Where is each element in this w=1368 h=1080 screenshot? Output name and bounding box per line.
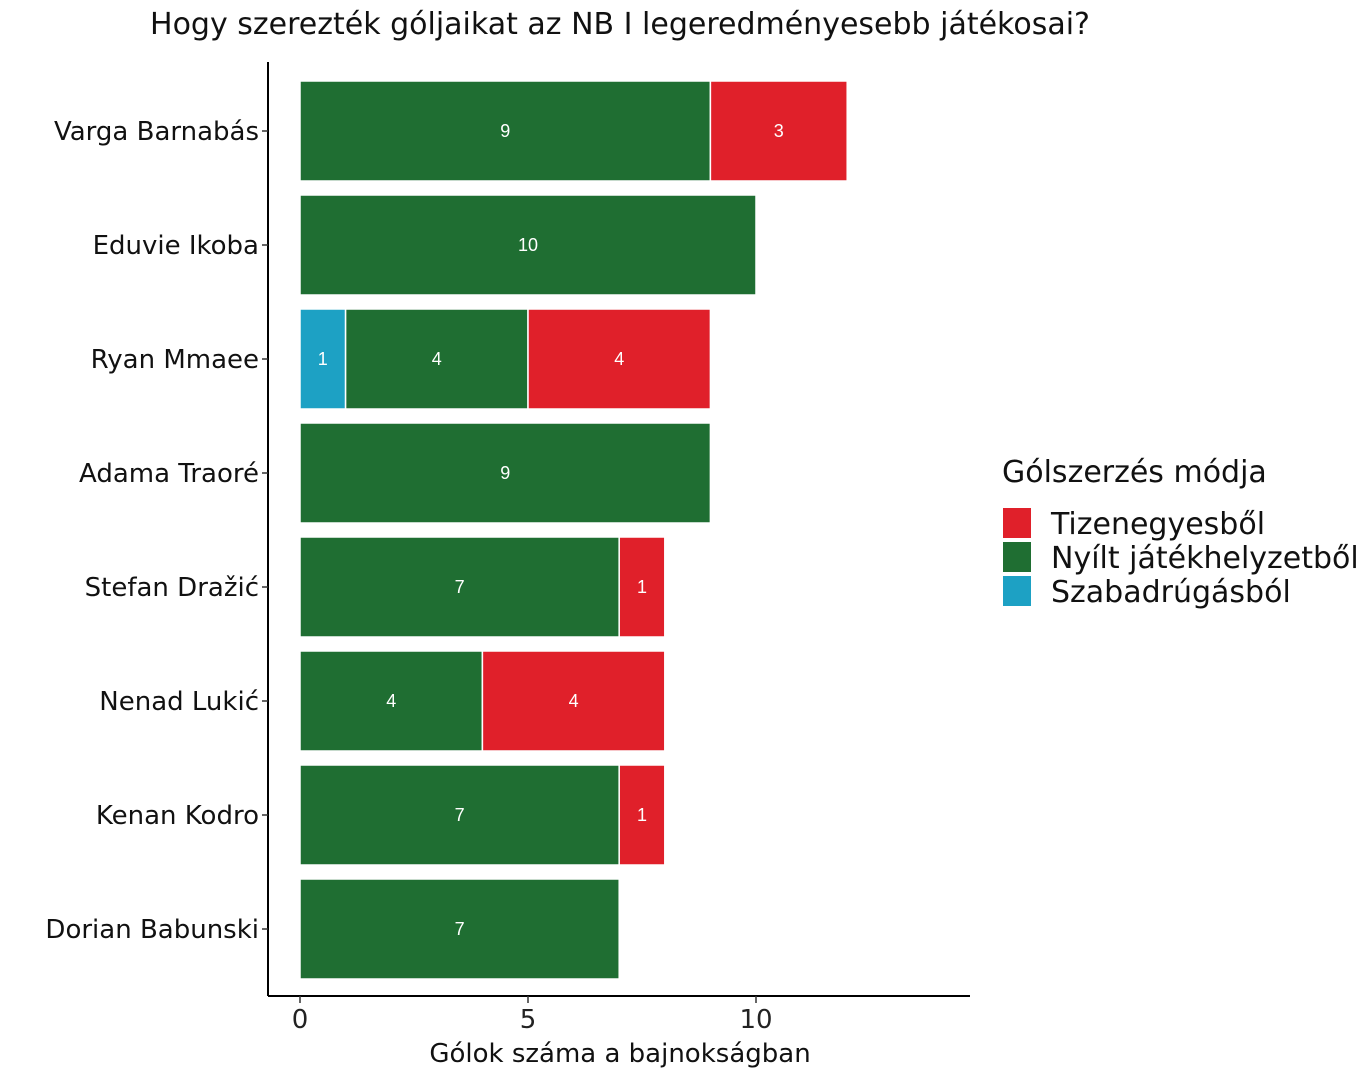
data-label: 3 [774, 121, 784, 141]
chart-title: Hogy szerezték góljaikat az NB I legered… [150, 7, 1090, 42]
x-tick-label: 5 [520, 1005, 537, 1035]
data-label: 9 [500, 121, 510, 141]
data-label: 4 [386, 691, 396, 711]
data-label: 4 [569, 691, 579, 711]
x-tick-label: 10 [739, 1005, 772, 1035]
bar-segment [299, 422, 712, 524]
data-label: 7 [455, 577, 465, 597]
legend-label: Szabadrúgásból [1051, 575, 1291, 610]
legend-swatch [1003, 576, 1031, 606]
x-tick-label: 0 [292, 1005, 309, 1035]
data-label: 7 [455, 805, 465, 825]
bar-segment [299, 80, 712, 182]
data-label: 7 [455, 919, 465, 939]
category-label: Nenad Lukić [99, 687, 259, 717]
data-label: 4 [614, 349, 624, 369]
legend-swatch [1003, 542, 1031, 572]
category-label: Eduvie Ikoba [93, 231, 259, 261]
category-label: Dorian Babunski [45, 915, 259, 945]
legend-label: Nyílt játékhelyzetből [1051, 541, 1359, 576]
x-axis-title: Gólok száma a bajnokságban [429, 1039, 810, 1069]
data-label: 1 [637, 805, 647, 825]
category-label: Adama Traoré [79, 459, 259, 489]
bar-segment [618, 764, 666, 866]
data-label: 1 [318, 349, 328, 369]
legend-title: Gólszerzés módja [1002, 455, 1267, 490]
category-label: Varga Barnabás [54, 117, 259, 147]
data-label: 10 [518, 235, 538, 255]
bar-segment [709, 80, 848, 182]
legend-label: Tizenegyesből [1050, 507, 1265, 542]
bar-segment [481, 650, 666, 752]
category-label: Stefan Dražić [85, 573, 259, 603]
legend-swatch [1003, 508, 1031, 538]
bar-segment [618, 536, 666, 638]
data-label: 4 [432, 349, 442, 369]
bar-segment [299, 194, 757, 296]
category-label: Kenan Kodro [96, 801, 259, 831]
data-label: 1 [637, 577, 647, 597]
bar-segment [299, 878, 620, 980]
bar-segment [299, 536, 620, 638]
bar-segment [344, 308, 529, 410]
category-label: Ryan Mmaee [91, 345, 259, 375]
bar-segment [527, 308, 712, 410]
data-label: 9 [500, 463, 510, 483]
